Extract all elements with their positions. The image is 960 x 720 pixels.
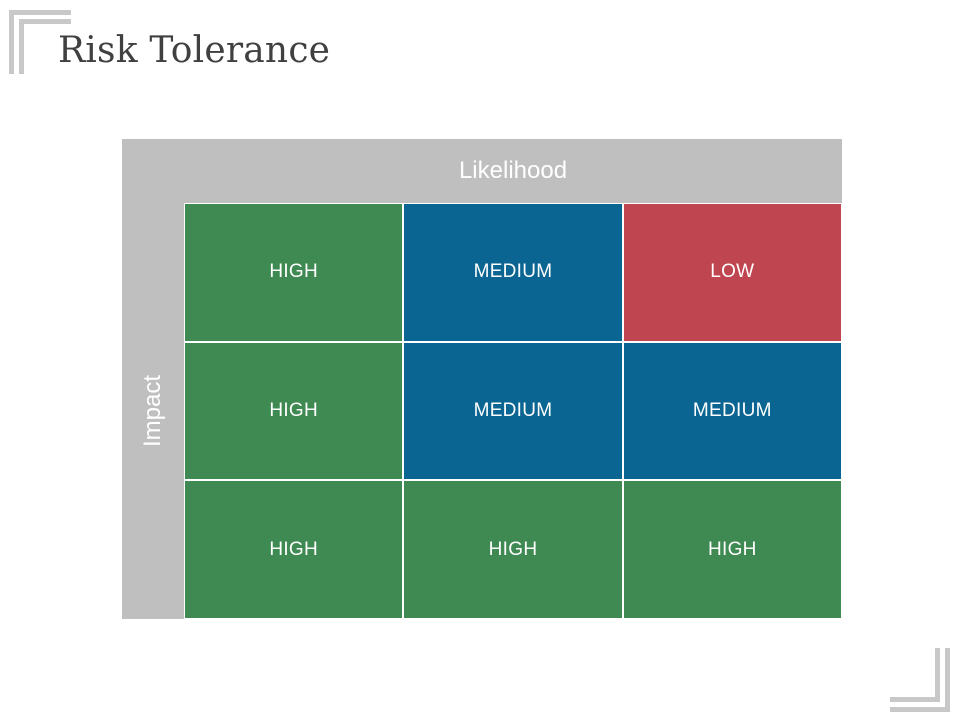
y-axis-band: Impact	[122, 203, 184, 619]
page-title: Risk Tolerance	[58, 30, 331, 71]
matrix-cell: HIGH	[185, 204, 403, 341]
matrix-cell: MEDIUM	[404, 342, 622, 480]
risk-grid: HIGH MEDIUM LOW HIGH MEDIUM MEDIUM HIGH …	[184, 203, 842, 619]
x-axis-label: Likelihood	[458, 157, 568, 184]
matrix-cell: HIGH	[623, 481, 841, 618]
y-axis-label: Impact	[139, 374, 166, 448]
risk-matrix: Likelihood Impact HIGH MEDIUM LOW HIGH M…	[122, 139, 842, 619]
matrix-cell: HIGH	[185, 481, 403, 618]
corner-decoration-bottom-right	[880, 640, 960, 720]
matrix-cell: LOW	[623, 204, 841, 341]
matrix-cell: HIGH	[404, 481, 622, 618]
corner-decoration-top-left	[0, 0, 80, 80]
matrix-cell: HIGH	[185, 342, 403, 480]
matrix-cell: MEDIUM	[404, 204, 622, 341]
matrix-cell: MEDIUM	[623, 342, 841, 480]
